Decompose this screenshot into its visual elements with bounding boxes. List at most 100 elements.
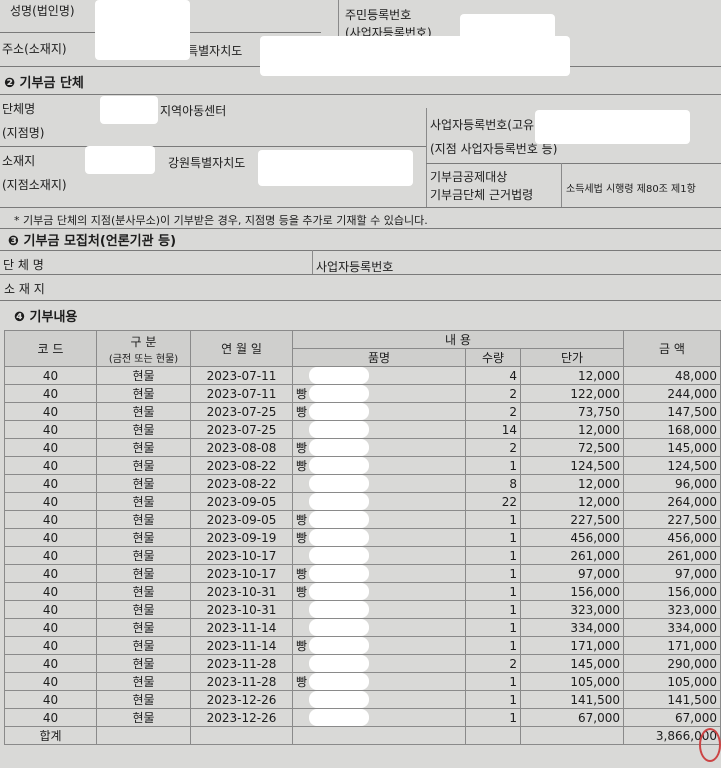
org-name-label: 단체명 (2, 102, 36, 116)
row-item (292, 654, 466, 673)
row-qty: 1 (465, 564, 521, 583)
row-type: 현물 (96, 654, 191, 673)
row-qty: 2 (465, 402, 521, 421)
row-code: 40 (4, 384, 97, 403)
header-type-sub: (금전 또는 현물) (108, 353, 179, 365)
redaction (535, 110, 690, 144)
redaction (95, 0, 190, 60)
row-date: 2023-10-31 (190, 600, 293, 619)
row-price: 122,000 (520, 384, 624, 403)
row-type: 현물 (96, 582, 191, 601)
row-date: 2023-11-14 (190, 636, 293, 655)
row-qty: 1 (465, 456, 521, 475)
row-item: 빵 (292, 456, 466, 475)
row-type: 현물 (96, 366, 191, 385)
row-type: 현물 (96, 456, 191, 475)
row-qty: 1 (465, 582, 521, 601)
redaction (309, 421, 369, 438)
row-code: 40 (4, 510, 97, 529)
row-type: 현물 (96, 384, 191, 403)
row-amount: 145,000 (623, 438, 721, 457)
row-qty: 1 (465, 690, 521, 709)
row-qty: 2 (465, 438, 521, 457)
row-date: 2023-08-22 (190, 456, 293, 475)
row-date: 2023-07-25 (190, 420, 293, 439)
row-qty: 1 (465, 636, 521, 655)
row-code: 40 (4, 420, 97, 439)
row-price: 141,500 (520, 690, 624, 709)
redaction (309, 475, 369, 492)
org-location-label: 소재지 (2, 154, 36, 168)
table-row: 40 현물 2023-11-28 2 145,000 290,000 (4, 654, 721, 673)
redaction (309, 637, 369, 654)
row-amount: 227,500 (623, 510, 721, 529)
row-item (292, 420, 466, 439)
row-qty: 22 (465, 492, 521, 511)
redaction (309, 673, 369, 690)
row-code: 40 (4, 366, 97, 385)
table-row: 40 현물 2023-07-25 빵 2 73,750 147,500 (4, 402, 721, 421)
row-amount: 264,000 (623, 492, 721, 511)
total-row: 합계 3,866,000 (4, 726, 721, 745)
table-row: 40 현물 2023-11-28 빵 1 105,000 105,000 (4, 672, 721, 691)
row-price: 124,500 (520, 456, 624, 475)
row-amount: 147,500 (623, 402, 721, 421)
row-price: 105,000 (520, 672, 624, 691)
donor-address-label: 주소(소재지) (2, 42, 67, 56)
row-date: 2023-07-25 (190, 402, 293, 421)
row-item (292, 600, 466, 619)
table-row: 40 현물 2023-08-22 빵 1 124,500 124,500 (4, 456, 721, 475)
collector-section-title: ❸ 기부금 모집처(언론기관 등) (8, 234, 177, 249)
collector-name-label: 단 체 명 (3, 258, 44, 272)
table-row: 40 현물 2023-12-26 1 141,500 141,500 (4, 690, 721, 709)
table-row: 40 현물 2023-08-22 8 12,000 96,000 (4, 474, 721, 493)
row-type: 현물 (96, 528, 191, 547)
row-item: 빵 (292, 510, 466, 529)
row-price: 12,000 (520, 492, 624, 511)
row-item (292, 618, 466, 637)
row-date: 2023-10-17 (190, 564, 293, 583)
row-qty: 1 (465, 672, 521, 691)
org-location-label2: (지점소재지) (2, 178, 67, 192)
table-row: 40 현물 2023-07-11 4 12,000 48,000 (4, 366, 721, 385)
redaction (309, 385, 369, 402)
redaction (309, 691, 369, 708)
row-date: 2023-10-31 (190, 582, 293, 601)
redaction (309, 655, 369, 672)
row-amount: 96,000 (623, 474, 721, 493)
row-item: 빵 (292, 528, 466, 547)
header-content: 내 용 (292, 330, 624, 349)
row-code: 40 (4, 690, 97, 709)
row-amount: 124,500 (623, 456, 721, 475)
table-row: 40 현물 2023-07-11 빵 2 122,000 244,000 (4, 384, 721, 403)
table-row: 40 현물 2023-12-26 1 67,000 67,000 (4, 708, 721, 727)
row-amount: 105,000 (623, 672, 721, 691)
row-date: 2023-09-05 (190, 510, 293, 529)
redaction (309, 583, 369, 600)
row-code: 40 (4, 672, 97, 691)
row-type: 현물 (96, 690, 191, 709)
row-item (292, 366, 466, 385)
row-type: 현물 (96, 438, 191, 457)
row-date: 2023-09-05 (190, 492, 293, 511)
row-item (292, 690, 466, 709)
row-item: 빵 (292, 384, 466, 403)
row-qty: 2 (465, 384, 521, 403)
donor-id-label: 주민등록번호 (345, 8, 412, 22)
row-qty: 1 (465, 510, 521, 529)
redaction (309, 601, 369, 618)
row-qty: 4 (465, 366, 521, 385)
row-date: 2023-08-08 (190, 438, 293, 457)
org-law-value: 소득세법 시행령 제80조 제1항 (566, 184, 696, 195)
header-code: 코 드 (4, 330, 97, 367)
row-type: 현물 (96, 636, 191, 655)
collector-reg-label: 사업자등록번호 (316, 260, 394, 274)
org-law-label: 기부금공제대상 (430, 170, 508, 184)
row-amount: 48,000 (623, 366, 721, 385)
row-price: 334,000 (520, 618, 624, 637)
row-price: 12,000 (520, 474, 624, 493)
row-code: 40 (4, 438, 97, 457)
row-code: 40 (4, 456, 97, 475)
row-qty: 1 (465, 600, 521, 619)
row-amount: 168,000 (623, 420, 721, 439)
